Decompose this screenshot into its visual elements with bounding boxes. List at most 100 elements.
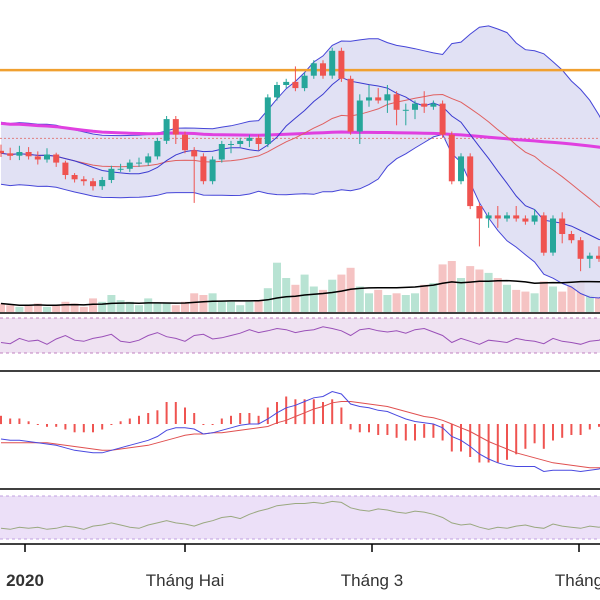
- macd-hist-bar-54: [496, 424, 499, 463]
- macd-hist-bar-46: [423, 424, 426, 438]
- macd-hist-bar-65: [598, 424, 600, 427]
- macd-hist-bar-15: [138, 415, 140, 425]
- macd-hist-bar-11: [101, 424, 104, 430]
- macd-hist-bar-39: [358, 424, 361, 433]
- volume-bar-56: [512, 289, 521, 312]
- macd-signal-line: [1, 401, 600, 469]
- candle-54: [494, 206, 501, 228]
- ma-slow-line: [0, 93, 600, 208]
- candle-38: [347, 75, 354, 135]
- candle-51: [467, 153, 474, 210]
- candle-21: [191, 147, 198, 203]
- candle-9: [80, 176, 87, 186]
- candle-62: [568, 230, 575, 244]
- volume-bar-65: [595, 296, 600, 312]
- macd-hist-bar-3: [27, 421, 30, 425]
- macd-hist-bar-14: [128, 418, 131, 424]
- volume-bar-46: [420, 284, 429, 312]
- volume-bar-53: [484, 272, 493, 312]
- volume-bar-64: [585, 295, 594, 312]
- macd-hist-bar-18: [165, 402, 168, 424]
- macd-hist-bar-1: [9, 418, 12, 424]
- volume-bar-63: [576, 281, 585, 312]
- x-tick-label-next: Tháng: [555, 571, 600, 590]
- volume-bar-3: [24, 305, 33, 312]
- macd-hist-bar-34: [312, 399, 315, 425]
- candle-2: [16, 145, 23, 161]
- macd-hist-bar-10: [92, 424, 94, 433]
- macd-panel: [0, 390, 600, 473]
- macd-hist-bar-13: [119, 421, 122, 425]
- volume-bar-33: [300, 274, 309, 312]
- macd-hist-bar-29: [266, 407, 269, 424]
- macd-hist-bar-63: [579, 424, 582, 435]
- candle-22: [200, 153, 207, 185]
- volume-bar-43: [392, 293, 401, 312]
- ma-long-line: [0, 121, 600, 149]
- macd-hist-bar-50: [460, 424, 462, 452]
- macd-hist-bar-58: [533, 424, 536, 444]
- volume-bar-44: [401, 295, 410, 312]
- volume-bar-39: [355, 286, 364, 312]
- macd-hist-bar-49: [450, 424, 453, 452]
- candle-12: [108, 165, 115, 184]
- volume-bar-18: [162, 303, 171, 312]
- candle-61: [559, 212, 566, 244]
- macd-hist-bar-19: [174, 402, 177, 424]
- macd-hist-bar-59: [542, 424, 545, 449]
- volume-bar-62: [567, 284, 576, 312]
- candle-46: [421, 91, 428, 113]
- macd-hist-bar-55: [506, 424, 508, 460]
- candle-59: [540, 212, 547, 256]
- candle-11: [99, 176, 106, 190]
- volume-bar-4: [33, 303, 42, 312]
- volume-bar-34: [309, 286, 318, 312]
- macd-hist-bar-24: [220, 418, 223, 424]
- x-tick-label-feb: Tháng Hai: [146, 571, 224, 590]
- candle-24: [218, 140, 225, 163]
- candles: [0, 47, 600, 272]
- macd-hist-bar-21: [193, 413, 196, 424]
- macd-histogram: [0, 396, 600, 463]
- volume-bar-14: [125, 301, 134, 312]
- volume-bar-23: [208, 293, 217, 312]
- volume-bar-8: [70, 303, 79, 312]
- candle-3: [25, 147, 32, 160]
- macd-hist-bar-0: [0, 415, 2, 425]
- candle-40: [366, 85, 372, 107]
- macd-hist-bar-43: [395, 424, 398, 438]
- macd-hist-bar-4: [36, 424, 39, 425]
- volume-bar-35: [319, 289, 327, 312]
- volume-bar-6: [52, 305, 61, 312]
- candle-0: [0, 144, 4, 157]
- candle-49: [448, 131, 455, 185]
- bollinger-lower-line: [0, 133, 600, 299]
- candle-58: [531, 209, 538, 225]
- macd-hist-bar-57: [524, 424, 527, 449]
- x-tick-label-mar: Tháng 3: [341, 571, 403, 590]
- volume-bar-1: [6, 305, 15, 312]
- macd-line: [0, 390, 600, 473]
- candle-27: [246, 134, 253, 148]
- candle-45: [412, 100, 418, 120]
- volume-bar-42: [383, 295, 392, 312]
- candle-5: [44, 148, 50, 163]
- price-panel: [0, 25, 600, 312]
- volume-bar-45: [411, 293, 419, 312]
- volume-bar-7: [61, 301, 70, 312]
- volume-bar-2: [15, 306, 24, 312]
- candle-44: [402, 103, 409, 126]
- macd-hist-bar-8: [73, 424, 76, 433]
- macd-hist-bar-5: [46, 424, 48, 427]
- volume-bar-24: [217, 301, 226, 312]
- candle-16: [145, 153, 152, 166]
- macd-hist-bar-48: [441, 424, 444, 441]
- volume-bar-10: [89, 298, 97, 312]
- volume-bar-15: [135, 305, 143, 312]
- macd-hist-bar-52: [478, 424, 481, 463]
- candle-39: [356, 94, 363, 144]
- candle-4: [34, 151, 41, 165]
- candle-48: [439, 100, 446, 138]
- volume-bar-50: [457, 278, 465, 312]
- candle-41: [375, 88, 382, 104]
